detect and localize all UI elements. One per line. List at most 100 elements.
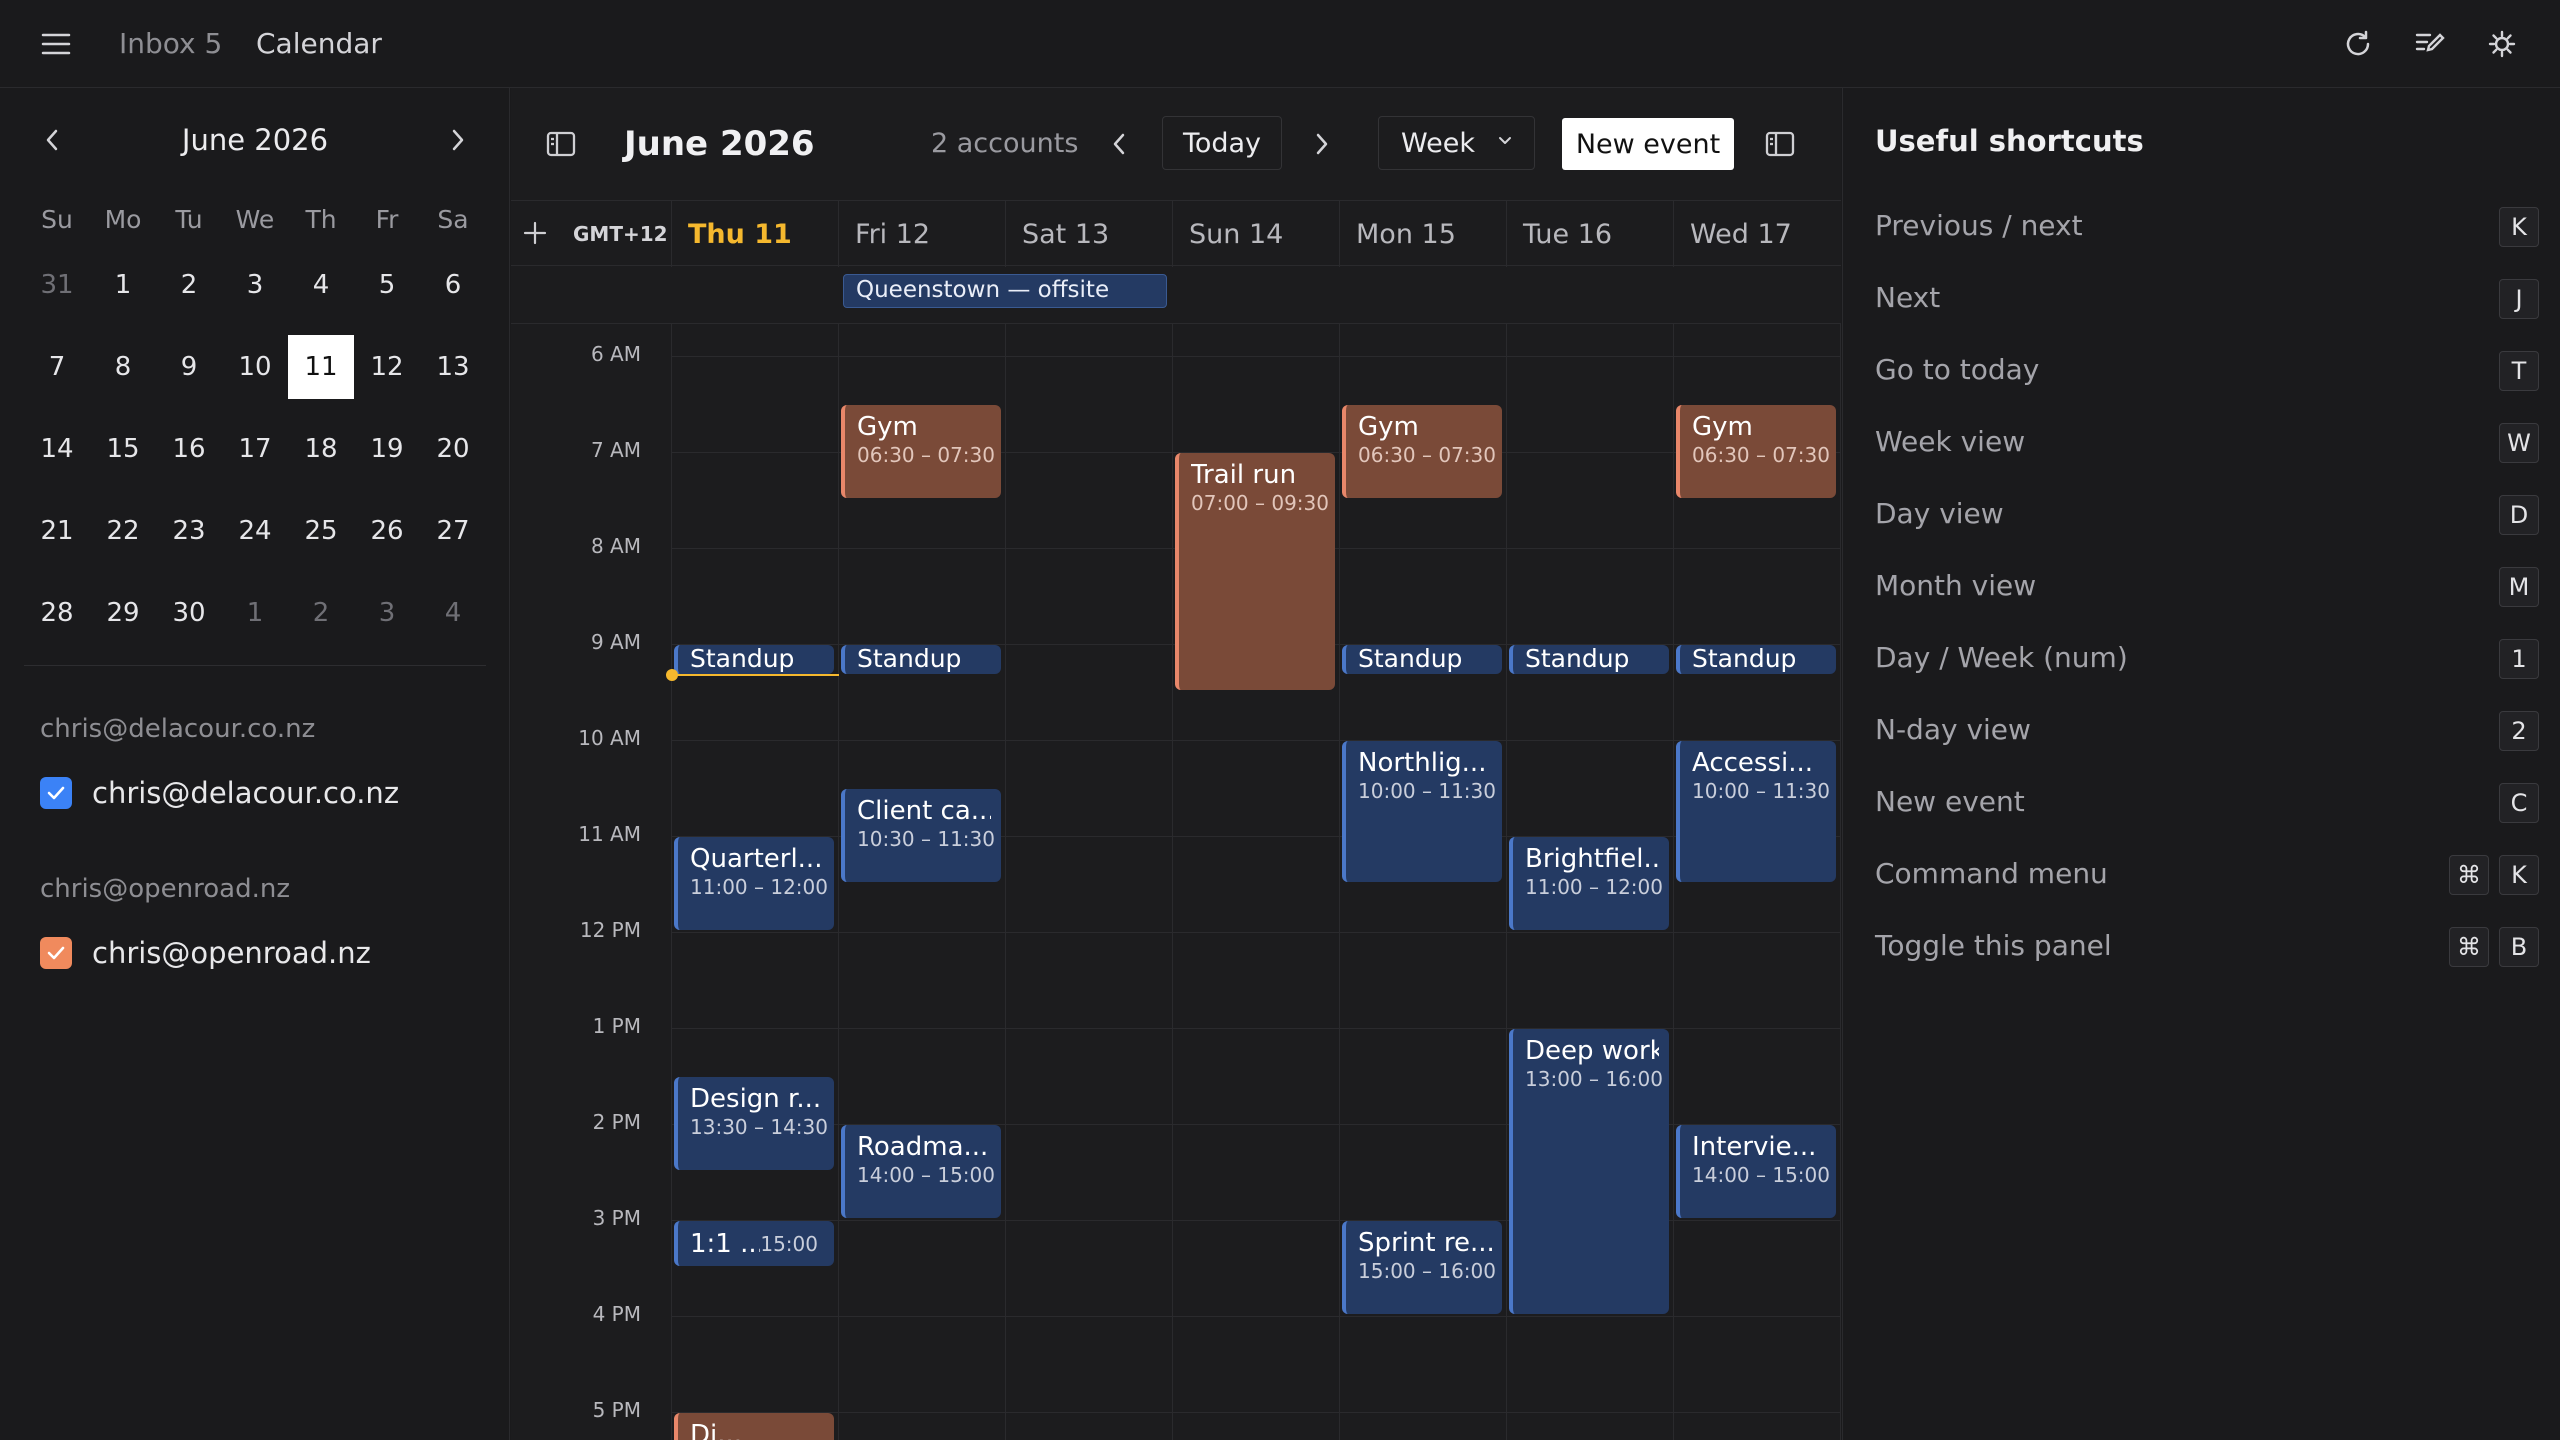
tab-calendar[interactable]: Calendar (256, 27, 382, 60)
mini-calendar-day[interactable]: 7 (48, 352, 66, 382)
mini-prev-month-icon[interactable] (32, 120, 72, 160)
mini-calendar-day[interactable]: 8 (114, 352, 132, 382)
day-column-divider (1172, 324, 1173, 1440)
calendar-event[interactable]: Gym 06:30 – 07:30 (841, 405, 1001, 498)
mini-calendar-day[interactable]: 19 (370, 434, 404, 464)
today-button[interactable]: Today (1162, 116, 1282, 170)
mini-calendar-day[interactable]: 12 (370, 352, 404, 382)
mini-weekday-label: Su (41, 204, 73, 234)
mini-weekday-label: Fr (375, 204, 399, 234)
account-toggle-openroad[interactable]: chris@openroad.nz (40, 936, 371, 970)
calendar-event[interactable]: Trail run 07:00 – 09:30 (1175, 453, 1335, 690)
day-column-divider (671, 324, 672, 1440)
mini-calendar-day[interactable]: 5 (378, 270, 396, 300)
mini-calendar-day[interactable]: 2 (180, 270, 198, 300)
mini-calendar-day[interactable]: 4 (444, 598, 462, 628)
calendar-event[interactable]: Gym 06:30 – 07:30 (1342, 405, 1502, 498)
day-column-divider (1339, 324, 1340, 1440)
refresh-icon[interactable] (2338, 24, 2378, 64)
mini-calendar-day[interactable]: 1 (114, 270, 132, 300)
day-column-header[interactable]: Mon 15 (1339, 201, 1506, 267)
mini-calendar-day[interactable]: 26 (370, 516, 404, 546)
add-timezone-icon[interactable] (521, 219, 549, 247)
mini-calendar-day[interactable]: 21 (40, 516, 74, 546)
mini-calendar-day[interactable]: 29 (106, 598, 140, 628)
calendar-event[interactable]: Northlig... 10:00 – 11:30 (1342, 741, 1502, 882)
calendar-event[interactable]: Di... (674, 1413, 834, 1440)
event-time: 06:30 – 07:30 (857, 443, 995, 467)
mini-calendar-day[interactable]: 18 (304, 434, 338, 464)
mini-calendar-day[interactable]: 17 (238, 434, 272, 464)
calendar-event[interactable]: Client ca... 10:30 – 11:30 (841, 789, 1001, 882)
prev-week-icon[interactable] (1099, 124, 1139, 164)
mini-calendar-day[interactable]: 6 (444, 270, 462, 300)
mini-calendar-day[interactable]: 14 (40, 434, 74, 464)
compose-icon[interactable] (2410, 24, 2450, 64)
mini-calendar-day[interactable]: 3 (378, 598, 396, 628)
mini-calendar-day[interactable]: 30 (172, 598, 206, 628)
calendar-event[interactable]: Deep work 13:00 – 16:00 (1509, 1029, 1669, 1314)
event-time: 13:30 – 14:30 (690, 1115, 828, 1139)
shortcut-key: W (2499, 423, 2539, 463)
new-event-button[interactable]: New event (1562, 118, 1734, 170)
day-column-header[interactable]: Tue 16 (1506, 201, 1673, 267)
mini-calendar-day[interactable]: 4 (312, 270, 330, 300)
event-title: Deep work (1525, 1036, 1659, 1066)
tab-inbox[interactable]: Inbox 5 (119, 27, 223, 60)
all-day-event[interactable]: Queenstown — offsite (843, 274, 1167, 308)
accounts-count[interactable]: 2 accounts (931, 128, 1079, 159)
mini-calendar-day[interactable]: 27 (436, 516, 470, 546)
search-settings-icon[interactable] (2482, 24, 2522, 64)
account-toggle-delacour[interactable]: chris@delacour.co.nz (40, 776, 399, 810)
mini-calendar-day[interactable]: 2 (312, 598, 330, 628)
calendar-event[interactable]: Quarterl... 11:00 – 12:00 (674, 837, 834, 930)
day-column-header[interactable]: Wed 17 (1673, 201, 1840, 267)
mini-calendar-day[interactable]: 13 (436, 352, 470, 382)
day-column-header[interactable]: Thu 11 (671, 201, 838, 267)
checkbox-checked-icon[interactable] (40, 937, 72, 969)
calendar-event[interactable]: Standup (674, 645, 834, 674)
mini-calendar-day[interactable]: 31 (40, 270, 74, 300)
day-column-header[interactable]: Fri 12 (838, 201, 1005, 267)
calendar-event[interactable]: Roadma... 14:00 – 15:00 (841, 1125, 1001, 1218)
calendar-event[interactable]: Standup (1342, 645, 1502, 674)
mini-calendar-day[interactable]: 11 (288, 335, 354, 399)
mini-calendar-day[interactable]: 23 (172, 516, 206, 546)
next-week-icon[interactable] (1302, 124, 1342, 164)
shortcut-key: T (2499, 351, 2539, 391)
toggle-sidebar-icon[interactable] (541, 124, 581, 164)
calendar-event[interactable]: Standup (1509, 645, 1669, 674)
mini-calendar-day[interactable]: 3 (246, 270, 264, 300)
mini-calendar-day[interactable]: 10 (238, 352, 272, 382)
hour-label: 4 PM (592, 1302, 641, 1326)
shortcut-label: Month view (1875, 569, 2037, 602)
checkbox-checked-icon[interactable] (40, 777, 72, 809)
view-select[interactable]: Week (1378, 116, 1535, 170)
calendar-event[interactable]: Brightfiel... 11:00 – 12:00 (1509, 837, 1669, 930)
calendar-event[interactable]: Standup (1676, 645, 1836, 674)
mini-calendar-day[interactable]: 25 (304, 516, 338, 546)
calendar-event[interactable]: Design r... 13:30 – 14:30 (674, 1077, 834, 1170)
mini-calendar-day[interactable]: 24 (238, 516, 272, 546)
menu-icon[interactable] (36, 24, 76, 64)
mini-calendar-day[interactable]: 15 (106, 434, 140, 464)
calendar-event[interactable]: 1:1 ... 15:00 (674, 1221, 834, 1266)
calendar-event[interactable]: Gym 06:30 – 07:30 (1676, 405, 1836, 498)
mini-calendar-day[interactable]: 22 (106, 516, 140, 546)
toggle-shortcuts-panel-icon[interactable] (1760, 124, 1800, 164)
hour-label: 10 AM (578, 726, 641, 750)
calendar-event[interactable]: Accessi... 10:00 – 11:30 (1676, 741, 1836, 882)
day-column-header[interactable]: Sat 13 (1005, 201, 1172, 267)
mini-calendar-day[interactable]: 9 (180, 352, 198, 382)
mini-calendar-day[interactable]: 16 (172, 434, 206, 464)
calendar-event[interactable]: Sprint re... 15:00 – 16:00 (1342, 1221, 1502, 1314)
mini-calendar-day[interactable]: 1 (246, 598, 264, 628)
calendar-event[interactable]: Intervie... 14:00 – 15:00 (1676, 1125, 1836, 1218)
calendar-event[interactable]: Standup (841, 645, 1001, 674)
mini-next-month-icon[interactable] (438, 120, 478, 160)
shortcuts-panel: Useful shortcuts Previous / next K Next J Go… (1842, 88, 2560, 1440)
mini-calendar-day[interactable]: 28 (40, 598, 74, 628)
mini-calendar-day[interactable]: 20 (436, 434, 470, 464)
hour-label: 9 AM (590, 630, 641, 654)
day-column-header[interactable]: Sun 14 (1172, 201, 1339, 267)
